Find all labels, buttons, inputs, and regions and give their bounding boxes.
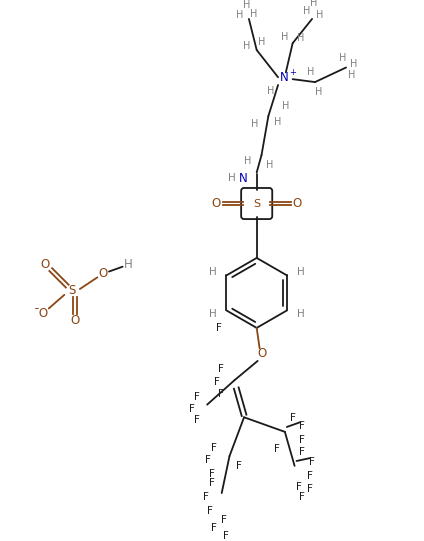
Text: H: H	[258, 37, 265, 47]
Text: H: H	[243, 1, 251, 10]
Text: H: H	[297, 267, 304, 276]
Text: F: F	[290, 413, 296, 423]
Text: F: F	[216, 323, 222, 333]
Text: F: F	[307, 471, 313, 480]
Text: F: F	[296, 482, 301, 492]
Text: H: H	[243, 41, 251, 51]
Text: H: H	[316, 10, 324, 20]
Text: F: F	[221, 515, 226, 525]
Text: H: H	[297, 34, 304, 43]
Text: H: H	[338, 53, 346, 63]
Text: F: F	[274, 444, 280, 454]
Text: H: H	[297, 309, 304, 319]
Text: H: H	[251, 119, 259, 129]
Text: F: F	[195, 415, 201, 425]
Text: F: F	[307, 484, 313, 494]
Text: F: F	[211, 444, 217, 453]
Text: H: H	[310, 0, 318, 9]
Text: F: F	[299, 492, 305, 502]
Text: O: O	[40, 258, 50, 271]
Text: O: O	[70, 314, 80, 327]
Text: O: O	[257, 347, 266, 360]
Text: O: O	[98, 267, 108, 280]
Text: H: H	[267, 86, 274, 96]
Text: F: F	[209, 469, 215, 479]
Text: O: O	[211, 197, 220, 210]
Text: H: H	[282, 101, 290, 111]
Text: N: N	[279, 71, 288, 84]
Text: F: F	[309, 457, 315, 467]
Text: H: H	[281, 32, 289, 42]
Text: H: H	[315, 87, 323, 97]
Text: S: S	[68, 285, 76, 298]
Text: +: +	[289, 68, 296, 77]
Text: F: F	[207, 505, 213, 516]
Text: S: S	[253, 199, 260, 208]
Text: ¯O: ¯O	[33, 307, 49, 320]
Text: F: F	[218, 364, 224, 374]
Text: H: H	[303, 6, 310, 16]
Text: F: F	[299, 434, 305, 445]
Text: F: F	[214, 377, 220, 387]
Text: H: H	[124, 258, 133, 271]
Text: H: H	[244, 156, 251, 166]
Text: F: F	[203, 492, 209, 502]
Text: H: H	[348, 70, 356, 80]
Text: F: F	[236, 461, 242, 471]
Text: H: H	[209, 267, 217, 276]
Text: F: F	[299, 421, 305, 431]
Text: F: F	[218, 389, 224, 399]
Text: H: H	[265, 160, 273, 170]
Text: N: N	[239, 171, 248, 185]
Text: F: F	[189, 404, 195, 413]
Text: F: F	[211, 523, 217, 533]
Text: H: H	[250, 9, 257, 19]
Text: H: H	[350, 58, 357, 69]
Text: F: F	[299, 447, 305, 457]
Text: F: F	[209, 478, 215, 489]
Text: H: H	[307, 68, 315, 77]
Text: H: H	[228, 173, 235, 183]
Text: H: H	[235, 10, 243, 20]
Text: F: F	[195, 392, 201, 402]
Text: F: F	[223, 531, 229, 541]
Text: O: O	[293, 197, 302, 210]
Text: H: H	[274, 117, 282, 127]
Text: H: H	[209, 309, 217, 319]
Text: F: F	[205, 455, 211, 465]
